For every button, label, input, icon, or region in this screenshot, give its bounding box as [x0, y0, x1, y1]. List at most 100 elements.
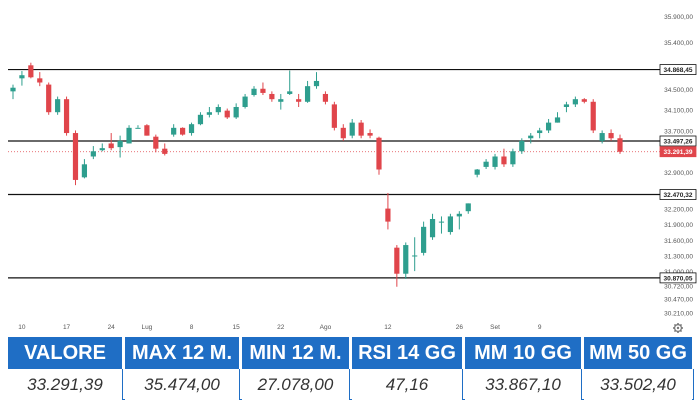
x-tick-label: 10: [18, 324, 26, 331]
stat-value-min: 27.078,00: [242, 369, 350, 400]
candle-body: [474, 169, 480, 175]
candle-body: [572, 99, 578, 105]
candle-body: [554, 117, 561, 123]
candle-body: [188, 124, 195, 134]
gear-center: [676, 326, 680, 330]
candle-body: [224, 110, 230, 118]
x-tick-label: 9: [538, 324, 542, 331]
candle-body: [599, 133, 605, 141]
candle-body: [438, 221, 445, 223]
candle-body: [108, 143, 114, 149]
candle-body: [537, 130, 543, 134]
candle-body: [19, 75, 25, 79]
candle-body: [99, 148, 105, 151]
candle-body: [492, 156, 498, 167]
candle-body: [412, 255, 418, 257]
y-tick-label: 31.300,00: [664, 253, 693, 260]
candle-body: [304, 86, 311, 102]
candle-body: [287, 91, 293, 94]
candle-body: [367, 133, 373, 136]
candle-body: [90, 151, 96, 157]
candle-body: [144, 125, 150, 136]
x-tick-label: 15: [233, 324, 241, 331]
candle-body: [545, 122, 552, 131]
candle-body: [483, 161, 489, 167]
candles: [10, 62, 623, 287]
x-tick-label: 22: [277, 324, 285, 331]
y-tick-label: 33.700,00: [664, 128, 693, 135]
level-label: 30.870,05: [664, 275, 693, 282]
candle-body: [171, 127, 177, 135]
candle-body: [37, 78, 43, 83]
candle-body: [313, 80, 320, 87]
candle-body: [581, 99, 587, 102]
stat-header-mm10: MM 10 GG: [465, 337, 581, 369]
candle-body: [233, 106, 239, 118]
stat-header-valore: VALORE: [8, 337, 122, 369]
candle-body: [331, 104, 337, 128]
y-axis: 35.900,0035.400,0034.900,0034.500,0034.1…: [664, 14, 693, 317]
candle-body: [617, 138, 623, 152]
candle-body: [465, 203, 471, 212]
level-labels: 34.868,45 33.497,26 33.291,39 32.470,32 30.8…: [659, 64, 697, 284]
candle-body: [162, 148, 168, 154]
candlestick-chart: 35.900,0035.400,0034.900,0034.500,0034.1…: [8, 14, 697, 333]
candle-body: [358, 122, 364, 136]
candle-body: [251, 88, 257, 96]
candle-body: [28, 65, 34, 78]
stat-header-min: MIN 12 M.: [242, 337, 349, 369]
candle-body: [206, 112, 212, 115]
stat-value-rsi: 47,16: [352, 369, 463, 400]
candle-body: [135, 127, 141, 129]
candle-body: [349, 122, 355, 136]
candle-body: [322, 93, 329, 102]
x-tick-label: Ago: [320, 324, 332, 331]
x-tick-label: 8: [190, 324, 194, 331]
y-tick-label: 35.400,00: [664, 40, 693, 47]
candle-body: [81, 164, 88, 178]
x-tick-label: 17: [63, 324, 71, 331]
candle-body: [394, 247, 400, 274]
x-axis: 10 17 24 Lug 8 15 22 Ago 12 26 Set 9: [18, 324, 542, 331]
x-tick-label: 26: [456, 324, 464, 331]
candle-body: [421, 226, 427, 253]
candle-body: [55, 99, 61, 113]
candle-body: [126, 127, 132, 144]
candle-body: [72, 133, 79, 180]
candle-body: [215, 106, 221, 113]
y-tick-label: 32.900,00: [664, 170, 693, 177]
stat-value-max: 35.474,00: [125, 369, 240, 400]
candle-body: [519, 140, 525, 152]
y-tick-label: 30.470,00: [664, 297, 693, 304]
candle-body: [376, 137, 382, 170]
y-tick-label: 34.100,00: [664, 108, 693, 115]
y-tick-label: 30.210,00: [664, 310, 693, 317]
candle-body: [10, 87, 16, 92]
candle-body: [528, 135, 534, 139]
level-label: 32.470,32: [664, 192, 693, 199]
candle-body: [608, 133, 614, 139]
candle-body: [153, 136, 159, 149]
candle-body: [456, 213, 462, 217]
y-tick-label: 32.200,00: [664, 207, 693, 214]
candle-body: [510, 151, 516, 165]
candle-body: [278, 99, 284, 102]
stat-value-mm10: 33.867,10: [465, 369, 582, 400]
y-tick-label: 30.720,00: [664, 284, 693, 291]
y-tick-label: 31.600,00: [664, 238, 693, 245]
stat-header-mm50: MM 50 GG: [584, 337, 692, 369]
candle-body: [385, 208, 391, 222]
stat-value-valore: 33.291,39: [8, 369, 123, 400]
x-tick-label: 12: [384, 324, 392, 331]
level-label: 34.868,45: [664, 67, 693, 74]
gear-icon[interactable]: [673, 323, 683, 333]
candle-body: [563, 104, 570, 107]
candle-body: [403, 245, 409, 274]
candle-body: [117, 140, 123, 148]
level-label-box: [659, 64, 697, 75]
candle-body: [197, 114, 204, 125]
stats-table: VALORE MAX 12 M. MIN 12 M. RSI 14 GG MM …: [0, 333, 700, 400]
candle-body: [180, 127, 186, 135]
candle-body: [296, 99, 302, 102]
candle-body: [63, 99, 70, 134]
